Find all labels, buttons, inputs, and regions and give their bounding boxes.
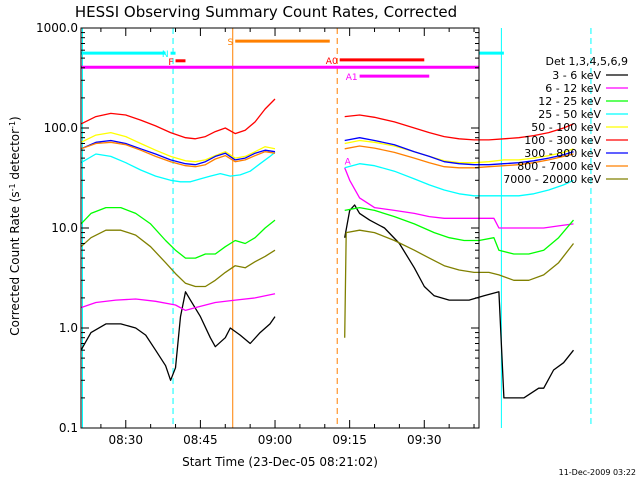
series-line-5-1 (344, 114, 574, 141)
flag-label-3: S (228, 38, 234, 48)
series-line-0-0 (80, 291, 276, 381)
series-line-1-0 (80, 293, 276, 312)
series-line-0-1 (344, 204, 575, 399)
y-tick-label-0: 0.1 (59, 421, 78, 435)
legend-label-2: 12 - 25 keV (538, 95, 601, 108)
series-line-4-0 (80, 131, 276, 163)
series-line-3-1 (344, 163, 574, 197)
plot-frame (80, 27, 480, 429)
series-line-2-0 (80, 206, 276, 259)
series-line-1-1 (344, 167, 574, 229)
x-tick-label-3: 09:15 (332, 433, 367, 447)
y-axis-label-main: Corrected Count Rate (s (8, 191, 22, 335)
legend-label-8: 7000 - 20000 keV (503, 173, 601, 186)
flag-label-1: N (162, 50, 169, 60)
y-axis-label-end: ) (8, 116, 22, 121)
y-axis-label-sup2: -1 (8, 121, 17, 129)
legend-label-0: 3 - 6 keV (552, 69, 601, 82)
annotation-0: A (345, 158, 352, 168)
legend-label-7: 800 - 7000 keV (517, 160, 601, 173)
plot-area: NF S A0 A1 A (80, 28, 592, 428)
x-tick-label-1: 08:45 (183, 433, 218, 447)
y-axis-label: Corrected Count Rate (s-1 detector-1) (8, 116, 23, 335)
legend-label-3: 25 - 50 keV (538, 108, 601, 121)
axes: 0.1 1.0 10.0 100.0 1000.0 08:30 08:45 09:00 09:1… (36, 21, 479, 447)
series-line-2-1 (344, 206, 574, 255)
series-line-8-0 (80, 229, 276, 288)
series-line-4-1 (344, 139, 574, 164)
x-tick-label-2: 09:00 (258, 433, 293, 447)
flag-label-5: A1 (346, 73, 358, 83)
x-tick-label-4: 09:30 (407, 433, 442, 447)
legend-label-1: 6 - 12 keV (545, 82, 601, 95)
series-line-6-0 (80, 139, 276, 166)
legend-label-5: 100 - 300 keV (524, 134, 601, 147)
y-tick-label-1: 1.0 (59, 321, 78, 335)
series-line-7-0 (80, 141, 276, 168)
legend-label-4: 50 - 100 keV (531, 121, 601, 134)
series-line-5-0 (80, 98, 276, 140)
y-tick-label-3: 100.0 (44, 121, 78, 135)
footer-date: 11-Dec-2009 03:22 (559, 468, 636, 477)
series-line-6-1 (344, 137, 574, 166)
legend-label-6: 300 - 800 keV (524, 147, 601, 160)
series-line-8-1 (344, 229, 575, 338)
flag-label-4: A0 (326, 57, 338, 67)
chart-title: HESSI Observing Summary Count Rates, Cor… (75, 3, 457, 21)
flag-label-2: F (168, 58, 173, 68)
y-axis-label-mid: detector (8, 129, 22, 184)
x-axis-label: Start Time (23-Dec-05 08:21:02) (182, 455, 378, 469)
series-line-7-1 (344, 145, 574, 169)
x-tick-label-0: 08:30 (108, 433, 143, 447)
legend-title: Det 1,3,4,5,6,9 (545, 55, 628, 68)
series-line-3-0 (80, 151, 276, 183)
y-axis-label-sup1: -1 (8, 183, 17, 191)
y-tick-label-4: 1000.0 (36, 21, 78, 35)
y-tick-label-2: 10.0 (51, 221, 78, 235)
